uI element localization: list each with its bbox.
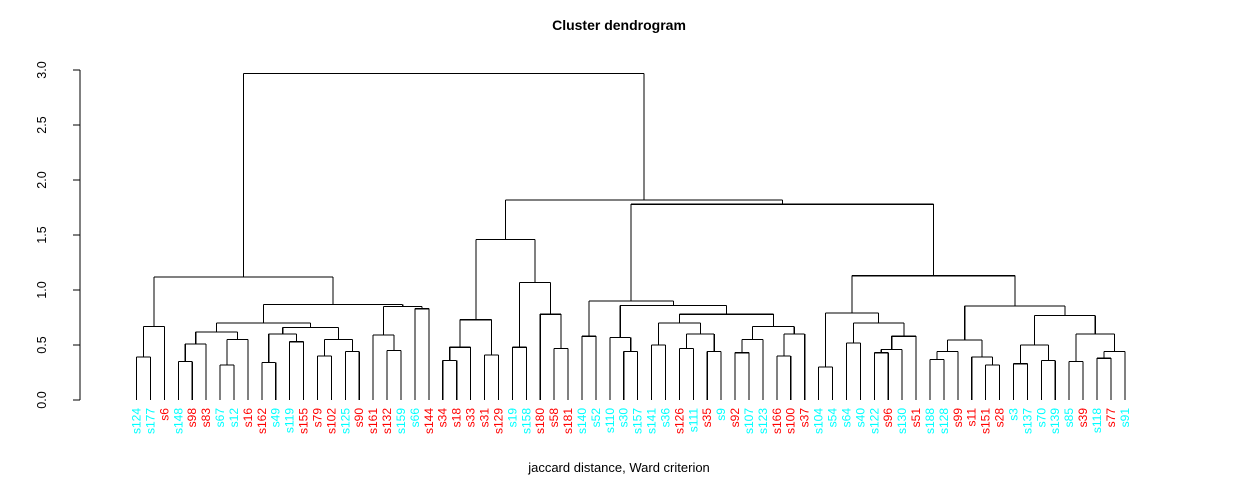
leaf-label-s123: s123 [756, 408, 770, 434]
leaf-label-s129: s129 [491, 408, 505, 434]
leaf-label-s67: s67 [213, 408, 227, 428]
leaf-label-s148: s148 [171, 408, 185, 434]
leaf-label-s151: s151 [979, 408, 993, 434]
leaf-label-s140: s140 [575, 408, 589, 434]
leaf-label-s180: s180 [533, 408, 547, 434]
leaf-label-s159: s159 [394, 408, 408, 434]
leaf-label-s158: s158 [519, 408, 533, 434]
y-tick-label: 3.0 [35, 61, 49, 78]
leaf-label-s58: s58 [547, 408, 561, 428]
leaf-label-s188: s188 [923, 408, 937, 434]
leaf-label-s79: s79 [311, 408, 325, 428]
leaf-label-s155: s155 [297, 408, 311, 434]
leaf-label-s122: s122 [867, 408, 881, 434]
leaf-label-s28: s28 [993, 408, 1007, 428]
y-tick-label: 2.5 [35, 116, 49, 133]
leaf-label-s119: s119 [283, 408, 297, 433]
leaf-label-s124: s124 [130, 408, 144, 434]
leaf-label-s6: s6 [157, 408, 171, 421]
y-axis [73, 69, 81, 401]
leaf-label-s130: s130 [895, 408, 909, 434]
leaf-label-s126: s126 [672, 408, 686, 434]
y-tick-label: 2.0 [35, 171, 49, 188]
leaf-label-s96: s96 [881, 408, 895, 428]
leaf-label-s51: s51 [909, 408, 923, 428]
leaf-label-s85: s85 [1062, 408, 1076, 428]
y-tick-label: 1.0 [35, 281, 49, 298]
leaf-label-s137: s137 [1020, 408, 1034, 434]
leaf-label-s31: s31 [478, 408, 492, 428]
leaf-label-s9: s9 [714, 408, 728, 421]
leaf-label-s39: s39 [1076, 408, 1090, 428]
leaf-label-s177: s177 [143, 408, 157, 434]
leaf-label-s36: s36 [659, 408, 673, 428]
leaf-label-s125: s125 [338, 408, 352, 434]
leaf-label-s83: s83 [199, 408, 213, 428]
leaf-label-s64: s64 [839, 408, 853, 428]
leaf-label-s37: s37 [798, 408, 812, 428]
leaf-label-s102: s102 [324, 408, 338, 434]
leaf-label-s139: s139 [1048, 408, 1062, 434]
leaf-label-s30: s30 [617, 408, 631, 428]
leaf-label-s11: s11 [965, 408, 979, 427]
leaf-label-s35: s35 [700, 408, 714, 428]
leaf-label-s33: s33 [464, 408, 478, 428]
leaf-label-s161: s161 [366, 408, 380, 434]
y-tick-label: 0.0 [35, 391, 49, 408]
leaf-label-s110: s110 [603, 408, 617, 433]
leaf-label-s100: s100 [784, 408, 798, 434]
leaf-label-s111: s111 [686, 408, 700, 433]
y-tick-label: 0.5 [35, 336, 49, 353]
leaf-label-s141: s141 [645, 408, 659, 434]
leaf-label-s12: s12 [227, 408, 241, 428]
dendrogram-lines [135, 72, 1126, 400]
leaf-label-s92: s92 [728, 408, 742, 428]
leaf-label-s52: s52 [589, 408, 603, 428]
leaf-label-s70: s70 [1034, 408, 1048, 428]
leaf-label-s19: s19 [505, 408, 519, 428]
leaf-label-s107: s107 [742, 408, 756, 434]
leaf-label-s16: s16 [241, 408, 255, 428]
leaf-label-s34: s34 [436, 408, 450, 428]
leaf-label-s104: s104 [812, 408, 826, 434]
chart-subtitle: jaccard distance, Ward criterion [528, 460, 710, 475]
leaf-label-s144: s144 [422, 408, 436, 434]
y-tick-label: 1.5 [35, 226, 49, 243]
leaf-label-s132: s132 [380, 408, 394, 434]
leaf-label-s128: s128 [937, 408, 951, 434]
leaf-label-s181: s181 [561, 408, 575, 434]
leaf-label-s54: s54 [826, 408, 840, 428]
leaf-label-s18: s18 [450, 408, 464, 428]
chart-title: Cluster dendrogram [552, 17, 686, 33]
leaf-label-s98: s98 [185, 408, 199, 428]
leaf-label-s3: s3 [1007, 408, 1021, 421]
leaf-label-s91: s91 [1118, 408, 1132, 428]
leaf-label-s66: s66 [408, 408, 422, 428]
leaf-label-s90: s90 [352, 408, 366, 428]
leaf-label-s77: s77 [1104, 408, 1118, 428]
leaf-label-s99: s99 [951, 408, 965, 428]
leaf-label-s162: s162 [255, 408, 269, 434]
leaf-label-s49: s49 [269, 408, 283, 428]
leaf-label-s157: s157 [631, 408, 645, 434]
leaf-label-s166: s166 [770, 408, 784, 434]
leaf-label-s40: s40 [853, 408, 867, 428]
leaf-label-s118: s118 [1090, 408, 1104, 433]
